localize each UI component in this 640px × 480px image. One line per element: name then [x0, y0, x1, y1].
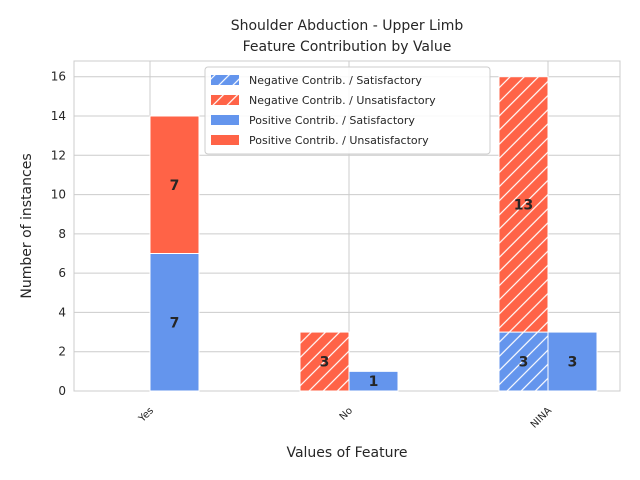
chart-title-line-2: Feature Contribution by Value [243, 39, 452, 55]
y-tick-label: 14 [51, 109, 66, 123]
data-label: 13 [514, 197, 533, 213]
y-ticks: 0 2 4 6 8 10 12 14 16 [51, 70, 66, 398]
y-tick-label: 0 [58, 384, 66, 398]
bar-negative-unsatisfactory-no-hatch [300, 332, 349, 391]
y-tick-label: 6 [58, 266, 66, 280]
y-tick-label: 4 [58, 305, 66, 319]
bar-positive-satisfactory-yes [149, 253, 200, 392]
y-tick-label: 16 [51, 70, 66, 84]
x-tick-label-no: No [338, 405, 355, 422]
data-label: 3 [320, 355, 330, 371]
legend-swatch [211, 135, 239, 145]
chart-title-line-1: Shoulder Abduction - Upper Limb [231, 18, 464, 34]
x-ticks: Yes No NINA [136, 405, 554, 430]
legend-entry: Negative Contrib. / Unsatisfactory [249, 94, 436, 107]
x-tick-label-yes: Yes [136, 405, 156, 425]
data-label: 7 [170, 178, 180, 194]
y-tick-label: 10 [51, 188, 66, 202]
y-tick-label: 8 [58, 227, 66, 241]
bar-positive-unsatisfactory-yes [149, 115, 200, 254]
legend-swatch-hatch [211, 75, 239, 85]
legend-entry: Negative Contrib. / Satisfactory [249, 74, 422, 87]
y-axis-label: Number of instances [19, 153, 35, 298]
x-tick-label-nina: NINA [529, 405, 554, 430]
data-label: 1 [369, 374, 379, 390]
bar-positive-satisfactory-nina [547, 331, 598, 392]
legend-swatch-hatch [211, 95, 239, 105]
data-label: 3 [568, 355, 578, 371]
bar-positive-satisfactory-no [348, 370, 399, 392]
legend-entry: Positive Contrib. / Satisfactory [249, 114, 415, 127]
bar-negative-satisfactory-nina-hatch [499, 332, 548, 391]
legend: Negative Contrib. / Satisfactory Negative… [204, 66, 491, 155]
y-tick-label: 2 [58, 345, 66, 359]
x-axis-label: Values of Feature [286, 445, 407, 461]
legend-swatch [211, 115, 239, 125]
legend-entry: Positive Contrib. / Unsatisfactory [249, 134, 429, 147]
data-label: 7 [170, 315, 180, 331]
bar-negative-unsatisfactory-nina-hatch [499, 76, 548, 333]
legend-frame [204, 66, 491, 155]
y-tick-label: 12 [51, 148, 66, 162]
bars [149, 76, 598, 392]
data-label: 3 [519, 355, 529, 371]
